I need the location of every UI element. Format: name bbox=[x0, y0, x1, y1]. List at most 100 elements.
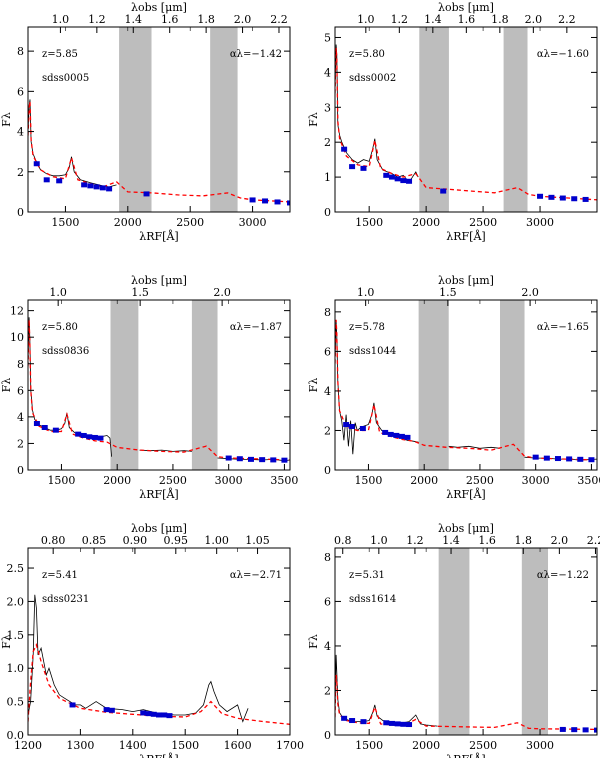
y-tick-label: 0 bbox=[324, 206, 331, 219]
continuum-point bbox=[99, 185, 106, 191]
x-tick-label: 3000 bbox=[215, 474, 243, 487]
y-axis-label: Fλ bbox=[0, 112, 13, 127]
object-name: sdss0836 bbox=[42, 346, 89, 357]
y-tick-label: 12 bbox=[10, 305, 24, 318]
panel-sdss0002: 1500 2000 2500 3000 0 1 2 3 4 5 1.0 1.2 1.4 1.6 1.8 2.0… bbox=[307, 1, 598, 243]
continuum-point bbox=[341, 715, 348, 721]
shaded-band bbox=[191, 300, 218, 470]
top-tick-label: 1.6 bbox=[161, 13, 179, 26]
x-tick-label: 2500 bbox=[466, 474, 494, 487]
y-tick-label: 0 bbox=[324, 729, 331, 742]
y-tick-label: 6 bbox=[324, 595, 331, 608]
object-name: sdss1044 bbox=[349, 346, 396, 357]
model-line bbox=[335, 319, 597, 461]
redshift-label: z=5.31 bbox=[349, 570, 385, 581]
top-axis-label: λobs [μm] bbox=[438, 1, 494, 14]
x-tick-label: 2500 bbox=[159, 474, 187, 487]
x-axis-label: λRF[Å] bbox=[446, 752, 485, 758]
continuum-point bbox=[554, 456, 561, 462]
x-tick-label: 3500 bbox=[577, 474, 600, 487]
spectral-slope-label: αλ=−1.22 bbox=[537, 570, 589, 581]
y-tick-label: 2 bbox=[17, 166, 24, 179]
top-tick-label: 0.80 bbox=[41, 534, 66, 547]
y-axis-label: Fλ bbox=[307, 378, 320, 393]
redshift-label: z=5.80 bbox=[349, 49, 385, 60]
top-tick-label: 1.8 bbox=[197, 13, 215, 26]
shaded-band bbox=[119, 27, 152, 212]
top-tick-label: 2.0 bbox=[551, 534, 569, 547]
continuum-point bbox=[400, 178, 407, 184]
x-tick-label: 1300 bbox=[66, 739, 94, 752]
continuum-point bbox=[343, 422, 350, 428]
top-tick-label: 1.6 bbox=[458, 13, 476, 26]
top-tick-label: 1.0 bbox=[52, 13, 70, 26]
top-tick-label: 1.00 bbox=[204, 534, 229, 547]
top-tick-label: 2.0 bbox=[234, 13, 252, 26]
y-tick-label: 6 bbox=[17, 384, 24, 397]
y-tick-label: 4 bbox=[324, 66, 331, 79]
continuum-point bbox=[140, 710, 147, 716]
y-tick-label: 0.0 bbox=[7, 729, 25, 742]
continuum-point bbox=[394, 721, 401, 727]
y-tick-label: 2 bbox=[324, 136, 331, 149]
shaded-band bbox=[418, 300, 449, 470]
shaded-band bbox=[438, 548, 470, 735]
continuum-point bbox=[81, 182, 88, 188]
x-tick-label: 1600 bbox=[224, 739, 252, 752]
plot-frame bbox=[27, 299, 291, 471]
continuum-point bbox=[383, 720, 390, 726]
x-tick-label: 2500 bbox=[469, 216, 497, 229]
continuum-point bbox=[588, 457, 595, 463]
continuum-point bbox=[247, 456, 254, 462]
shaded-band bbox=[521, 548, 549, 735]
plot-frame bbox=[27, 26, 291, 213]
continuum-point bbox=[236, 456, 243, 462]
continuum-point bbox=[97, 435, 104, 441]
continuum-point bbox=[360, 165, 367, 171]
continuum-point bbox=[382, 429, 389, 435]
top-tick-label: 0.85 bbox=[82, 534, 107, 547]
panel-sdss0836: 1500 2000 2500 3000 3500 0 2 4 6 8 10 12 1.0 1.5 2.0 λR… bbox=[0, 274, 298, 501]
y-tick-label: 5 bbox=[324, 31, 331, 44]
spectrum-line bbox=[448, 445, 501, 449]
y-tick-label: 0.5 bbox=[7, 696, 25, 709]
x-axis-label: λRF[Å] bbox=[446, 229, 485, 243]
y-tick-label: 10 bbox=[10, 331, 24, 344]
continuum-point bbox=[559, 195, 566, 201]
top-tick-label: 2.0 bbox=[525, 13, 543, 26]
top-tick-label: 1.8 bbox=[491, 13, 509, 26]
continuum-point bbox=[33, 421, 40, 427]
continuum-point bbox=[571, 196, 578, 202]
x-axis-label: λRF[Å] bbox=[139, 752, 178, 758]
top-axis-label: λobs [μm] bbox=[131, 1, 187, 14]
x-tick-label: 1200 bbox=[14, 739, 42, 752]
continuum-point bbox=[270, 457, 277, 463]
x-tick-label: 1500 bbox=[354, 474, 382, 487]
continuum-point bbox=[406, 722, 413, 728]
y-tick-label: 2.0 bbox=[7, 595, 25, 608]
x-tick-label: 1500 bbox=[355, 739, 383, 752]
spectral-slope-label: αλ=−1.65 bbox=[537, 322, 589, 333]
shaded-band bbox=[500, 300, 525, 470]
continuum-point bbox=[543, 455, 550, 461]
continuum-point bbox=[548, 194, 555, 200]
continuum-point bbox=[559, 726, 566, 732]
continuum-point bbox=[93, 184, 100, 190]
spectrum-line bbox=[335, 321, 419, 455]
x-tick-label: 3000 bbox=[239, 216, 267, 229]
top-tick-label: 1.2 bbox=[88, 13, 106, 26]
plot-frame bbox=[334, 299, 598, 471]
top-tick-label: 0.90 bbox=[123, 534, 148, 547]
x-tick-label: 2500 bbox=[176, 216, 204, 229]
y-tick-label: 2 bbox=[324, 684, 331, 697]
top-tick-label: 1.0 bbox=[370, 534, 388, 547]
y-tick-label: 6 bbox=[324, 345, 331, 358]
continuum-point bbox=[532, 454, 539, 460]
continuum-point bbox=[69, 702, 76, 708]
top-axis-label: λobs [μm] bbox=[131, 274, 187, 287]
panel-sdss0005: 1500 2000 2500 3000 0 2 4 6 8 1.0 1.2 1.4 1.6 1.8 2.0 2… bbox=[0, 1, 291, 243]
x-tick-label: 1500 bbox=[51, 216, 79, 229]
x-axis-label: λRF[Å] bbox=[139, 487, 178, 501]
continuum-point bbox=[359, 425, 366, 431]
